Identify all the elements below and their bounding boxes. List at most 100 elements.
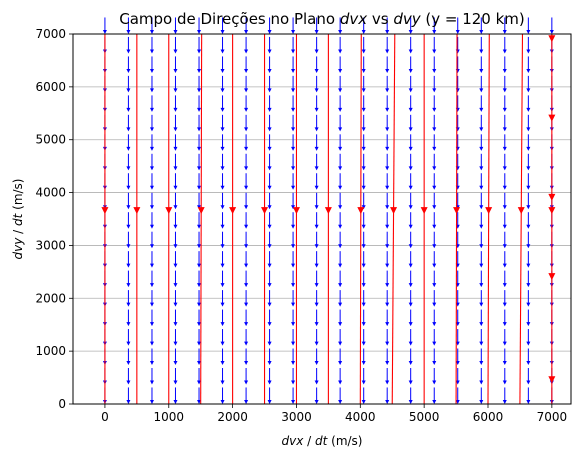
field-arrow-head <box>149 380 154 385</box>
field-arrow-head <box>502 361 507 366</box>
field-arrow-head <box>291 146 296 151</box>
field-arrow-head <box>314 400 319 404</box>
field-arrow-head <box>291 185 296 190</box>
field-arrow-head <box>173 166 178 171</box>
field-arrow-head <box>220 283 225 288</box>
field-arrow-head <box>173 224 178 229</box>
trajectory-line <box>391 33 396 405</box>
field-arrow-head <box>526 166 531 171</box>
field-arrow-head <box>173 88 178 93</box>
x-tick-label: 1000 <box>153 410 184 424</box>
field-arrow-head <box>432 380 437 385</box>
field-arrow-head <box>502 107 507 112</box>
field-arrow-head <box>149 302 154 307</box>
trajectory-arrow <box>261 207 269 215</box>
field-arrow-head <box>197 341 202 346</box>
field-arrow-head <box>408 88 413 93</box>
x-tick-label: 0 <box>101 410 109 424</box>
field-arrow-head <box>526 283 531 288</box>
field-arrow-head <box>314 283 319 288</box>
field-arrow-head <box>149 361 154 366</box>
field-arrow-head <box>361 380 366 385</box>
field-arrow-head <box>385 205 390 210</box>
field-arrow-head <box>220 146 225 151</box>
field-arrow-head <box>244 244 249 249</box>
field-arrow-head <box>149 88 154 93</box>
field-arrow-head <box>385 400 390 404</box>
field-arrow-head <box>291 107 296 112</box>
trajectory-arrow <box>548 207 556 215</box>
field-arrow-head <box>479 30 484 34</box>
field-arrow-head <box>526 127 531 132</box>
field-arrow-head <box>126 49 131 54</box>
field-arrow-head <box>549 30 554 34</box>
field-arrow-head <box>479 302 484 307</box>
field-arrow-head <box>338 127 343 132</box>
field-arrow-head <box>432 30 437 34</box>
field-arrow-head <box>314 341 319 346</box>
field-arrow-head <box>502 68 507 73</box>
field-arrow-head <box>479 283 484 288</box>
field-arrow-head <box>526 400 531 404</box>
field-arrow-head <box>455 30 460 34</box>
field-arrow-head <box>291 68 296 73</box>
field-arrow-head <box>502 127 507 132</box>
field-arrow-head <box>149 127 154 132</box>
field-arrow-head <box>291 302 296 307</box>
field-arrow-head <box>526 88 531 93</box>
field-arrow-head <box>126 224 131 229</box>
x-tick-label: 3000 <box>281 410 312 424</box>
field-arrow-head <box>432 107 437 112</box>
field-arrow-head <box>432 205 437 210</box>
field-arrow-head <box>291 224 296 229</box>
field-arrow-head <box>220 30 225 34</box>
field-arrow-head <box>408 302 413 307</box>
field-arrow-head <box>526 322 531 327</box>
field-arrow-head <box>220 341 225 346</box>
field-arrow-head <box>361 49 366 54</box>
field-arrow-head <box>291 283 296 288</box>
field-arrow-head <box>220 400 225 404</box>
field-arrow-head <box>432 49 437 54</box>
field-arrow-head <box>267 361 272 366</box>
field-arrow-head <box>432 263 437 268</box>
field-arrow-head <box>291 88 296 93</box>
field-arrow-head <box>197 107 202 112</box>
field-arrow-head <box>291 49 296 54</box>
field-arrow-head <box>149 30 154 34</box>
field-arrow-head <box>197 283 202 288</box>
x-axis-label: dvx / dt (m/s) <box>282 434 363 448</box>
field-arrow-head <box>338 205 343 210</box>
field-arrow-head <box>479 244 484 249</box>
field-arrow-head <box>126 400 131 404</box>
field-arrow-head <box>455 380 460 385</box>
field-arrow-head <box>173 30 178 34</box>
field-arrow-head <box>432 341 437 346</box>
field-arrow-head <box>197 263 202 268</box>
field-arrow-head <box>338 302 343 307</box>
plot-area <box>73 34 571 404</box>
trajectories <box>101 33 556 405</box>
field-arrow-head <box>361 166 366 171</box>
field-arrow-head <box>149 283 154 288</box>
field-arrow-head <box>338 341 343 346</box>
field-arrow-head <box>220 49 225 54</box>
field-arrow-head <box>314 127 319 132</box>
field-arrow-head <box>314 49 319 54</box>
x-tick-label: 5000 <box>409 410 440 424</box>
field-arrow-head <box>173 400 178 404</box>
field-arrow-head <box>479 224 484 229</box>
field-arrow-head <box>291 263 296 268</box>
field-arrow-head <box>502 263 507 268</box>
field-arrow-head <box>173 380 178 385</box>
field-arrow-head <box>338 68 343 73</box>
field-arrow-head <box>385 146 390 151</box>
field-arrow-head <box>361 68 366 73</box>
field-arrow-head <box>244 380 249 385</box>
field-arrow-head <box>197 127 202 132</box>
field-arrow-head <box>267 224 272 229</box>
field-arrow-head <box>502 244 507 249</box>
field-arrow-head <box>244 283 249 288</box>
y-axis-label: dvy / dt (m/s) <box>11 179 25 260</box>
